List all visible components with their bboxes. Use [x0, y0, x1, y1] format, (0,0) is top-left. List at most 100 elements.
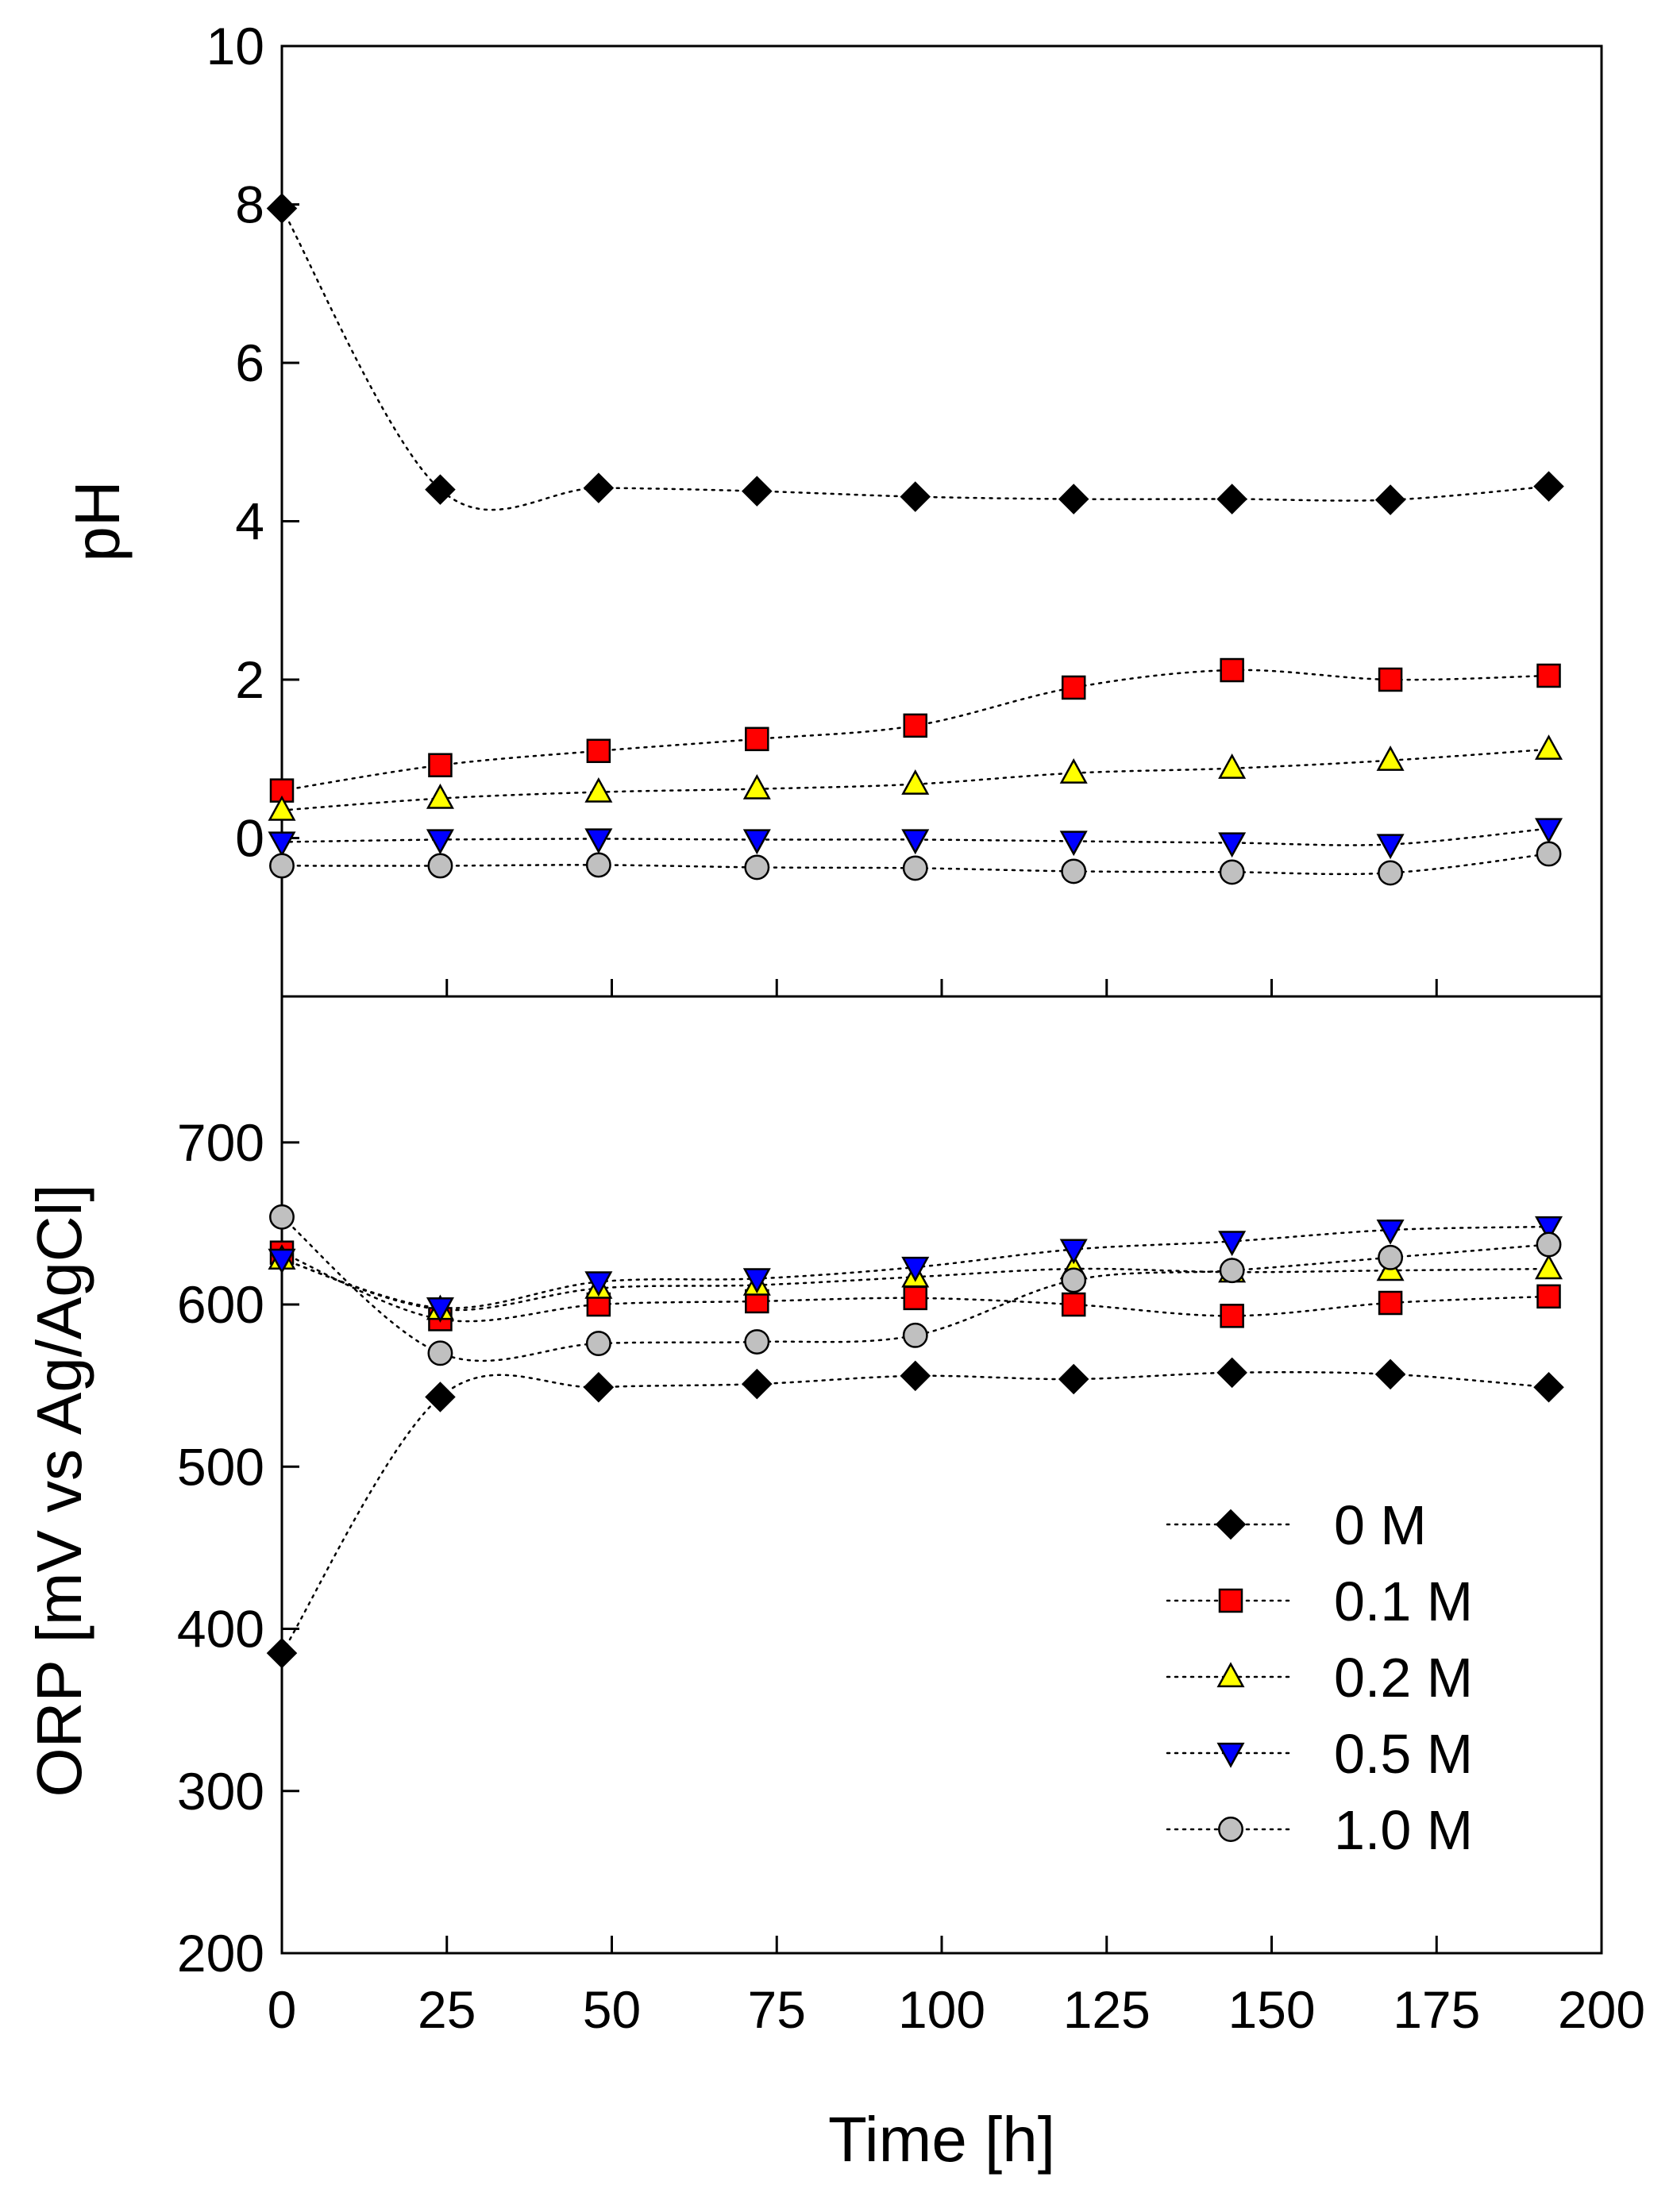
bottom-point-1p0M-72	[744, 1329, 770, 1355]
top-point-0M-144	[1216, 484, 1247, 514]
bottom-point-0p5M-168	[1376, 1219, 1405, 1245]
top-point-0p1M-168	[1378, 667, 1403, 692]
top-point-1p0M-120	[1061, 858, 1087, 884]
bottom-point-0p5M-48	[584, 1271, 613, 1297]
bottom-y-tick-label: 400	[177, 1600, 264, 1659]
top-point-1p0M-72	[744, 854, 770, 881]
top-point-0M-120	[1058, 484, 1089, 514]
bottom-series-line-1p0M	[280, 1216, 1550, 1362]
bottom-point-1p0M-48	[585, 1331, 611, 1357]
top-y-tick-label: 4	[235, 492, 264, 551]
top-point-0p5M-168	[1376, 834, 1405, 860]
bottom-y-tick-label: 300	[177, 1762, 264, 1821]
top-point-0M-192	[1533, 471, 1564, 502]
legend-marker-1p0M	[1218, 1817, 1243, 1842]
top-y-tick-label: 10	[206, 17, 264, 75]
bottom-point-0p1M-192	[1536, 1284, 1561, 1309]
top-point-0p2M-48	[584, 777, 613, 803]
bottom-point-0M-24	[425, 1382, 456, 1412]
top-point-0M-48	[583, 472, 615, 503]
bottom-point-1p0M-24	[427, 1340, 453, 1366]
x-axis-title: Time [h]	[828, 2104, 1055, 2175]
top-point-0M-168	[1374, 484, 1406, 515]
top-point-1p0M-168	[1378, 860, 1404, 886]
top-point-0p2M-0	[268, 795, 296, 821]
legend-marker-0p5M	[1216, 1742, 1245, 1768]
bottom-point-1p0M-144	[1219, 1258, 1245, 1284]
bottom-point-1p0M-192	[1536, 1231, 1562, 1258]
top-point-0p5M-48	[584, 828, 613, 854]
bottom-point-1p0M-0	[269, 1204, 295, 1230]
bottom-point-1p0M-120	[1061, 1267, 1087, 1293]
top-y-axis-title: pH	[62, 480, 133, 561]
x-tick-label: 200	[1558, 1980, 1645, 2039]
bottom-point-0p5M-96	[901, 1256, 930, 1282]
bottom-point-0M-96	[900, 1360, 931, 1392]
x-tick-label: 25	[418, 1980, 476, 2039]
bottom-point-0M-0	[266, 1637, 298, 1669]
x-tick-label: 175	[1393, 1980, 1480, 2039]
top-point-0p5M-0	[268, 831, 296, 857]
axes-layer	[280, 44, 1603, 1955]
legend-label-0M: 0 M	[1334, 1494, 1427, 1556]
top-point-0p1M-120	[1061, 675, 1086, 700]
top-y-tick-label: 8	[235, 175, 264, 234]
bottom-point-0p5M-120	[1059, 1239, 1088, 1265]
bottom-point-0p2M-192	[1535, 1254, 1563, 1280]
legend-label-0p1M: 0.1 M	[1334, 1570, 1473, 1632]
top-point-0p1M-48	[586, 738, 611, 764]
bottom-point-0p1M-168	[1378, 1290, 1403, 1316]
legend-marker-0p2M	[1216, 1662, 1245, 1688]
legend-label-0p2M: 0.2 M	[1334, 1647, 1473, 1709]
top-point-0p1M-144	[1220, 657, 1244, 683]
top-series-line-0p2M	[280, 748, 1550, 811]
bottom-y-axis-title: ORP [mV vs Ag/AgCl]	[24, 1184, 94, 1797]
top-y-tick-label: 2	[235, 650, 264, 709]
bottom-point-0M-120	[1058, 1363, 1089, 1395]
bottom-point-0p1M-120	[1061, 1292, 1086, 1317]
top-point-0p2M-120	[1059, 758, 1088, 784]
top-series-line-0M	[280, 207, 1550, 511]
top-point-0p2M-96	[901, 769, 930, 795]
bottom-point-0p5M-192	[1535, 1216, 1563, 1242]
top-series-line-0p5M	[280, 827, 1550, 846]
top-point-0p5M-192	[1535, 818, 1563, 844]
x-tick-label: 75	[748, 1980, 806, 2039]
legend-marker-0p1M	[1218, 1588, 1243, 1613]
top-point-0p2M-168	[1376, 746, 1405, 771]
bottom-point-0M-144	[1216, 1357, 1247, 1389]
bottom-point-0M-72	[742, 1368, 773, 1400]
bottom-point-0M-168	[1374, 1358, 1406, 1390]
top-point-0p2M-72	[742, 773, 771, 800]
bottom-point-0p1M-144	[1220, 1304, 1244, 1328]
bottom-y-tick-label: 200	[177, 1924, 264, 1983]
bottom-point-1p0M-168	[1378, 1244, 1404, 1270]
top-point-0p1M-96	[903, 713, 928, 738]
top-point-0p5M-96	[901, 829, 930, 855]
bottom-point-0p5M-72	[742, 1268, 771, 1294]
series-markers-layer	[266, 193, 1564, 1669]
top-point-0M-0	[266, 193, 298, 224]
legend-marker-0M	[1215, 1509, 1247, 1540]
top-point-0p1M-24	[428, 753, 453, 777]
top-point-1p0M-0	[269, 853, 295, 879]
top-point-1p0M-192	[1536, 841, 1562, 867]
bottom-y-tick-label: 500	[177, 1437, 264, 1496]
x-tick-label: 150	[1228, 1980, 1315, 2039]
bottom-point-0p5M-0	[268, 1248, 296, 1274]
top-point-1p0M-144	[1219, 859, 1245, 885]
top-point-0p5M-72	[742, 829, 771, 855]
top-point-0p2M-144	[1218, 753, 1247, 779]
top-point-0p1M-72	[745, 726, 769, 752]
bottom-point-0M-48	[583, 1371, 615, 1403]
bottom-y-tick-label: 700	[177, 1113, 264, 1172]
top-series-line-1p0M	[280, 853, 1550, 876]
top-point-0p2M-24	[426, 783, 454, 809]
top-point-1p0M-96	[902, 855, 928, 881]
legend-label-1p0M: 1.0 M	[1334, 1799, 1473, 1861]
bottom-series-line-0p1M	[280, 1251, 1550, 1323]
top-point-0M-72	[742, 476, 773, 507]
top-point-0M-24	[425, 474, 456, 505]
top-point-1p0M-48	[585, 852, 611, 878]
